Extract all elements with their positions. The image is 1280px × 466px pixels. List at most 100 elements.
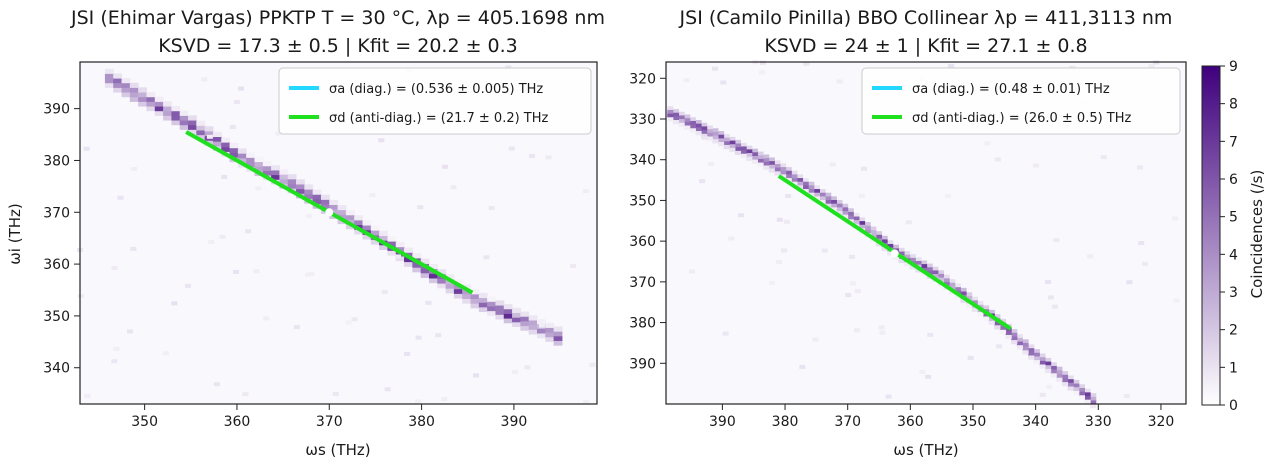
x-tick-label: 350	[960, 414, 987, 430]
heatmap-cell	[395, 256, 405, 262]
noise-cell	[699, 179, 706, 184]
heatmap-cell	[387, 250, 397, 256]
heatmap-cell	[287, 178, 297, 185]
heatmap-cell	[684, 121, 691, 127]
heatmap-cell	[768, 164, 775, 169]
noise-cell	[861, 166, 868, 171]
colorbar: 0 1 2 3 4 5 6 7 8 9	[1201, 59, 1238, 414]
heatmap-cell	[836, 203, 843, 208]
heatmap-cell	[875, 231, 883, 236]
heatmap-cell	[701, 122, 708, 127]
heatmap-cell	[1050, 369, 1057, 374]
heatmap-cell	[740, 142, 747, 147]
heatmap-cell	[495, 300, 505, 306]
heatmap-cell	[785, 167, 792, 172]
heatmap-cell	[204, 126, 214, 132]
colorbar-tick-label: 9	[1229, 59, 1238, 75]
noise-cell	[345, 320, 352, 325]
heatmap-cell	[847, 215, 854, 220]
heatmap-cell	[954, 287, 961, 292]
heatmap-cell	[926, 263, 933, 268]
heatmap-cell	[909, 265, 916, 270]
noise-cell	[162, 351, 169, 356]
y-tick-label: 390	[629, 356, 656, 372]
heatmap-cell	[1056, 377, 1063, 382]
noise-cell	[472, 373, 479, 378]
heatmap-cell	[904, 262, 911, 267]
heatmap-cell	[819, 196, 826, 201]
noise-cell	[848, 254, 855, 259]
x-tick-label: 350	[131, 414, 158, 430]
heatmap-cell	[706, 136, 713, 141]
heatmap-cell	[188, 124, 197, 130]
heatmap-cell	[909, 254, 916, 259]
legend-entry: σd (anti-diag.) = (26.0 ± 0.5) THz	[912, 111, 1132, 126]
heatmap-cell	[1039, 360, 1046, 366]
heatmap-cell	[718, 138, 725, 143]
noise-cell	[570, 263, 577, 268]
heatmap-cell	[229, 143, 239, 149]
heatmap-cell	[428, 263, 438, 270]
noise-cell	[384, 387, 391, 392]
heatmap-cell	[751, 155, 758, 161]
heatmap-cell	[802, 181, 809, 186]
heatmap-cell	[988, 320, 995, 326]
heatmap-cell	[1016, 345, 1023, 350]
heatmap-cell	[113, 82, 123, 88]
noise-cell	[829, 162, 836, 167]
heatmap-cell	[904, 254, 911, 259]
heatmap-cell	[129, 92, 139, 98]
noise-cell	[1033, 163, 1040, 168]
heatmap-cell	[774, 171, 781, 176]
heatmap-cell	[983, 316, 990, 321]
noise-cell	[925, 374, 932, 379]
heatmap-cell	[553, 340, 563, 346]
heatmap-cell	[994, 314, 1001, 319]
noise-cell	[130, 246, 137, 251]
heatmap-cell	[512, 317, 521, 323]
heatmap-cell	[171, 120, 181, 126]
noise-cell	[229, 124, 236, 129]
heatmap-cell	[146, 106, 156, 112]
heatmap-cell	[960, 298, 967, 304]
heatmap-cell	[870, 230, 877, 235]
colorbar-tick-label: 8	[1229, 97, 1238, 113]
heatmap-cell	[345, 224, 355, 230]
heatmap-cell	[1084, 392, 1091, 397]
noise-cell	[131, 166, 138, 171]
noise-cell	[1123, 394, 1130, 399]
heatmap-cell	[553, 331, 563, 337]
heatmap-cell	[898, 247, 905, 253]
heatmap-cell	[528, 324, 538, 330]
heatmap-cell	[188, 115, 197, 121]
heatmap-cell	[780, 167, 787, 172]
heatmap-cell	[751, 152, 758, 157]
heatmap-cell	[853, 212, 860, 218]
heatmap-cell	[937, 277, 945, 282]
heatmap-cell	[287, 183, 297, 189]
heatmap-cell	[412, 262, 422, 268]
heatmap-cell	[179, 110, 189, 116]
heatmap-cell	[1028, 351, 1035, 356]
heatmap-cell	[420, 258, 430, 264]
heatmap-cell	[437, 283, 447, 289]
heatmap-cell	[729, 140, 736, 145]
heatmap-cell	[763, 161, 770, 166]
heatmap-cell	[320, 194, 330, 200]
y-tick-label: 340	[43, 361, 70, 377]
heatmap-cell	[791, 174, 798, 179]
noise-cell	[505, 65, 512, 70]
heatmap-cell	[734, 147, 742, 152]
colorbar-tick-label: 3	[1229, 285, 1238, 301]
legend-entry: σd (anti-diag.) = (21.7 ± 0.2) THz	[329, 111, 549, 126]
noise-cell	[263, 316, 270, 321]
heatmap-cell	[695, 123, 702, 128]
heatmap-cell	[237, 157, 247, 163]
heatmap-cell	[121, 87, 131, 93]
heatmap-cell	[1039, 364, 1046, 369]
heatmap-cell	[379, 235, 388, 241]
heatmap-cell	[847, 208, 854, 213]
right-title-line1: JSI (Camilo Pinilla) BBO Collinear λp = …	[679, 7, 1173, 29]
heatmap-cell	[254, 166, 264, 172]
heatmap-cell	[528, 319, 538, 326]
